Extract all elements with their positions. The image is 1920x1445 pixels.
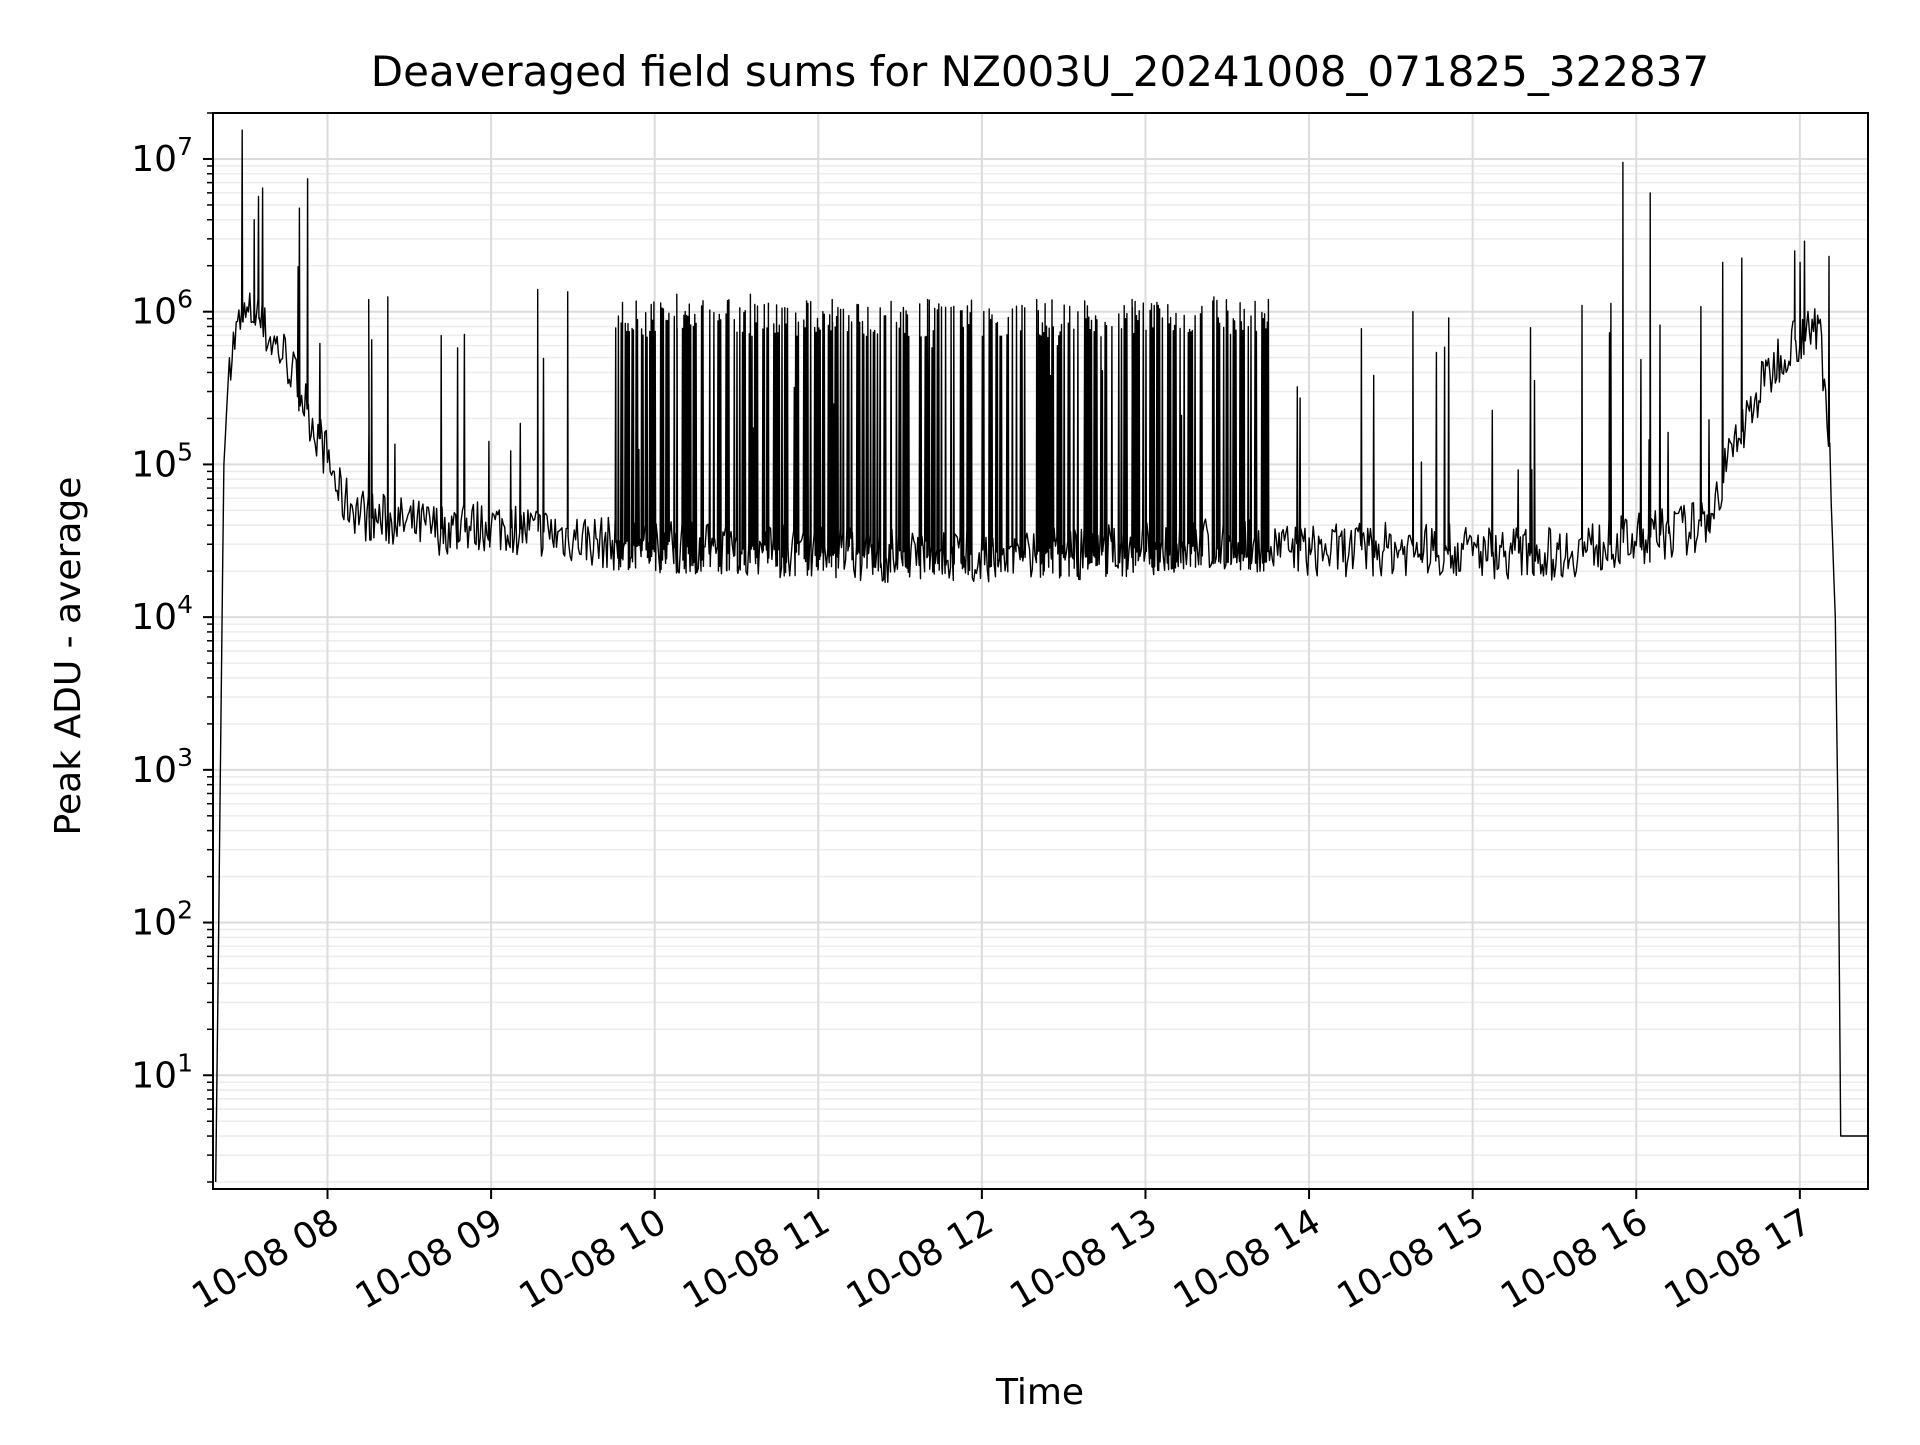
y-tick-exponent: 7 [177,132,193,161]
series-layer [215,129,1868,1183]
y-tick-exponent: 1 [177,1048,193,1077]
y-tick-exponent: 6 [177,285,193,314]
y-tick-base: 10 [131,444,177,485]
y-tick-base: 10 [131,750,177,791]
y-tick-label: 101 [131,1048,193,1096]
chart-title: Deaveraged field sums for NZ003U_2024100… [371,47,1709,96]
series-line [215,129,1868,1183]
y-tick-exponent: 5 [177,437,193,466]
y-tick-exponent: 3 [177,743,193,772]
y-tick-label: 103 [131,743,193,791]
y-tick-base: 10 [131,597,177,638]
y-tick-base: 10 [131,292,177,333]
y-tick-label: 102 [131,896,193,944]
y-tick-base: 10 [131,139,177,180]
y-axis-label: Peak ADU - average [48,477,89,836]
y-tick-base: 10 [131,1055,177,1096]
y-tick-label: 104 [131,590,193,638]
y-tick-label: 106 [131,285,193,333]
grid-layer [213,112,1868,1189]
y-tick-label: 105 [131,437,193,485]
x-axis-label: Time [995,1372,1084,1413]
y-tick-base: 10 [131,903,177,944]
y-tick-label: 107 [131,132,193,180]
y-tick-exponent: 2 [177,896,193,925]
y-tick-exponent: 4 [177,590,193,619]
